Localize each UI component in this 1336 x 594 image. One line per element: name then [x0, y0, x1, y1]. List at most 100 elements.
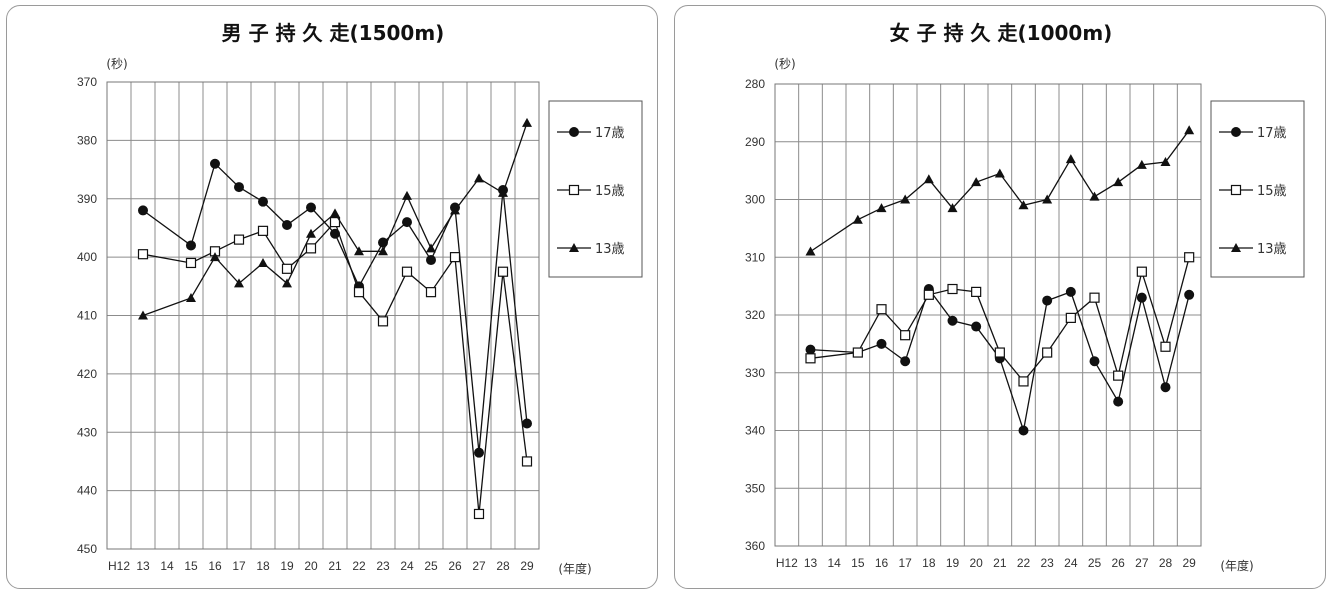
data-point [900, 330, 911, 341]
series-line [810, 257, 1190, 383]
legend-label: 15歳 [1257, 184, 1287, 199]
x-tick-label: 16 [208, 559, 222, 573]
x-tick-label: 23 [1040, 556, 1054, 570]
y-tick-label: 300 [745, 193, 765, 207]
y-tick-label: 420 [77, 367, 97, 381]
x-tick-label: 22 [352, 559, 366, 573]
x-tick-label: 17 [898, 556, 912, 570]
data-point [947, 283, 958, 295]
y-tick-label: 280 [745, 77, 765, 91]
data-point [1018, 376, 1029, 387]
legend-marker [1231, 243, 1241, 252]
y-tick-label: 340 [745, 424, 765, 438]
data-point [497, 266, 509, 277]
data-point [994, 168, 1005, 178]
data-point [876, 203, 887, 213]
series-2 [805, 252, 1195, 387]
data-point [281, 263, 293, 274]
data-point [402, 190, 412, 200]
data-point [1160, 382, 1171, 393]
x-tick-label: 21 [328, 559, 342, 573]
legend-label: 15歳 [595, 184, 625, 199]
data-point [306, 228, 316, 238]
chart-panel-boys: 男 子 持 久 走(1500m) (秒) 370 380 390 400 410 420 430… [6, 5, 658, 589]
x-tick-label: 28 [1159, 556, 1173, 570]
data-point [401, 266, 413, 277]
x-tick-label: 14 [160, 559, 174, 573]
x-tick-label: 17 [232, 559, 246, 573]
series-3 [138, 117, 532, 320]
chart-title: 女 子 持 久 走(1000m) [890, 21, 1113, 45]
legend: 17歳 15歳 13歳 [548, 100, 643, 278]
data-point [1042, 194, 1053, 204]
data-point [210, 158, 220, 169]
x-tick-label: 26 [448, 559, 462, 573]
y-tick-label: 360 [745, 539, 765, 553]
y-tick-label: 380 [77, 133, 97, 147]
data-point [805, 246, 816, 256]
x-tick-label: 13 [804, 556, 818, 570]
data-point [233, 234, 245, 245]
data-point [1042, 295, 1053, 306]
y-tick-label: 310 [745, 250, 765, 264]
data-point [805, 344, 816, 355]
data-point [1089, 356, 1100, 367]
data-point [876, 304, 887, 315]
data-point [923, 174, 934, 184]
legend-label: 13歳 [1257, 242, 1287, 257]
x-tick-label: 15 [851, 556, 865, 570]
data-point [1018, 200, 1029, 210]
x-tick-label: H12 [108, 559, 130, 573]
data-point [947, 315, 958, 326]
data-point [947, 203, 958, 213]
data-point [1065, 312, 1076, 323]
data-point [330, 208, 340, 218]
data-point [210, 252, 220, 262]
data-point [1113, 177, 1124, 187]
legend-marker [568, 184, 580, 196]
data-point [971, 321, 982, 332]
data-point [1089, 292, 1100, 303]
data-point [426, 255, 436, 266]
y-axis-unit-label: (秒) [106, 57, 127, 71]
data-point [1184, 252, 1195, 263]
legend: 17歳 15歳 13歳 [1210, 100, 1305, 278]
data-point [1136, 159, 1147, 169]
data-point [186, 240, 196, 251]
data-point [234, 278, 244, 288]
legend-marker [569, 127, 579, 137]
data-point [805, 353, 816, 364]
y-tick-label: 450 [77, 542, 97, 556]
data-point [1184, 125, 1195, 135]
chart-boys: 男 子 持 久 走(1500m) (秒) 370 380 390 400 410 420 430… [77, 21, 643, 576]
data-point [900, 194, 911, 204]
x-axis-unit-label: (年度) [558, 561, 591, 576]
series-line [142, 122, 528, 317]
data-point [282, 278, 292, 288]
grid-lines [106, 81, 540, 550]
x-tick-label: 26 [1111, 556, 1125, 570]
data-point [1065, 154, 1076, 164]
data-point [1065, 286, 1076, 297]
series-line [810, 287, 1190, 431]
data-point [474, 173, 484, 183]
data-point [474, 447, 484, 458]
data-point [923, 289, 934, 300]
y-tick-label: 350 [745, 481, 765, 495]
data-point [521, 456, 533, 467]
x-tick-label: 19 [946, 556, 960, 570]
series-line [142, 162, 528, 453]
data-point [329, 217, 341, 228]
x-tick-label: 29 [520, 559, 534, 573]
data-point [306, 202, 316, 213]
series-2 [137, 217, 533, 520]
y-tick-label: 370 [77, 75, 97, 89]
x-tick-label: 25 [424, 559, 438, 573]
data-point [185, 257, 197, 269]
x-tick-label: 13 [136, 559, 150, 573]
data-point [138, 310, 148, 320]
data-point [137, 249, 149, 260]
series-1 [805, 284, 1195, 436]
data-point [994, 347, 1005, 358]
data-point [1160, 341, 1171, 352]
